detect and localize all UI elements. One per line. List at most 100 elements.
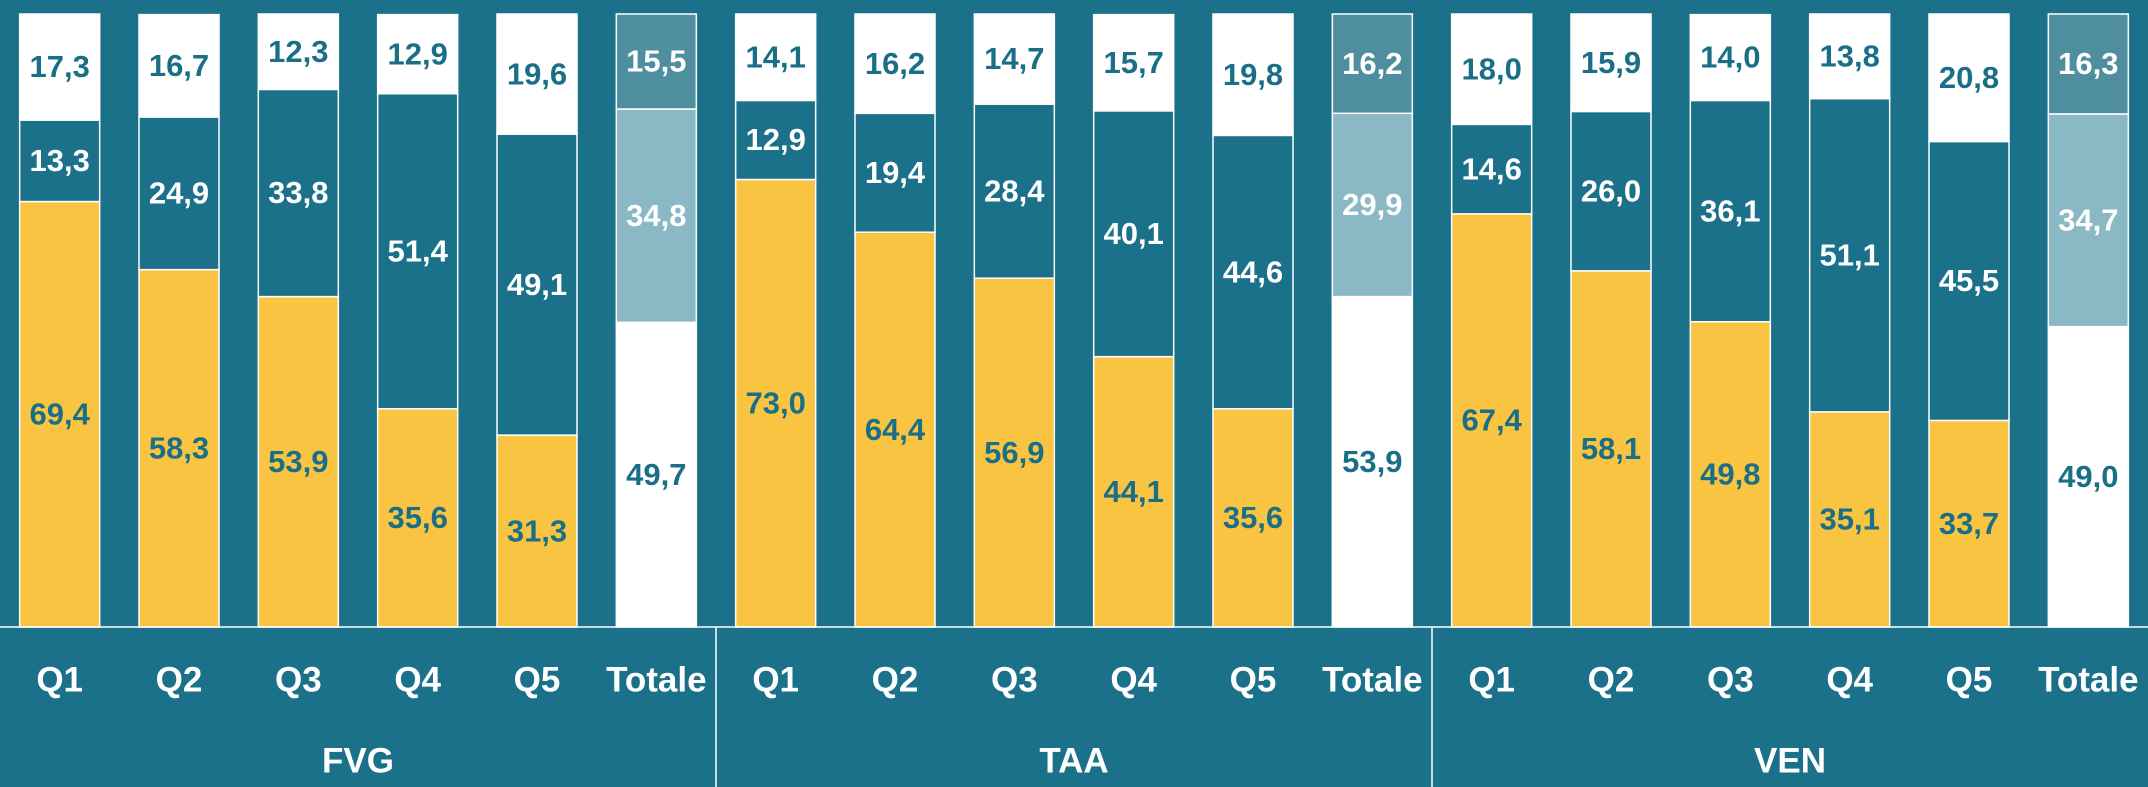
value-label: 49,1 [507,267,567,302]
value-label: 73,0 [745,385,805,420]
value-label: 53,9 [1342,444,1402,479]
value-label: 19,8 [1223,57,1283,92]
x-tick-label: Totale [2038,660,2138,699]
x-tick-label: Q4 [1110,660,1157,699]
value-label: 19,6 [507,56,567,91]
bar-segment [257,295,340,628]
value-label: 33,8 [268,175,328,210]
value-label: 17,3 [29,49,89,84]
value-label: 49,7 [626,457,686,492]
bar-segment [1808,97,1891,413]
value-label: 15,9 [1581,45,1641,80]
value-label: 20,8 [1939,60,1999,95]
value-label: 16,3 [2058,46,2118,81]
value-label: 24,9 [149,175,209,210]
x-tick-label: Q5 [1230,660,1277,699]
bar-segment [854,231,936,628]
x-tick-label: Q1 [1468,660,1515,699]
group-label: FVG [322,741,394,780]
value-label: 13,3 [29,143,89,178]
value-label: 36,1 [1700,193,1760,228]
bar-segment [615,108,698,324]
value-label: 51,4 [387,233,448,268]
x-tick-label: Q5 [514,660,561,699]
group-label: VEN [1754,741,1826,780]
value-label: 69,4 [29,396,90,431]
bar-segment [1331,13,1414,115]
bar-segment [1212,134,1294,410]
bar-segment [973,13,1056,105]
bar-segment [1331,112,1414,298]
value-label: 33,7 [1939,506,1999,541]
bar-segment [1928,13,2010,143]
value-label: 19,4 [865,155,926,190]
bar-segment [1450,213,1533,628]
value-label: 45,5 [1939,263,1999,298]
bar-segment [1450,123,1533,215]
x-tick-label: Q1 [36,660,83,699]
bar-segment [376,92,459,410]
bar-segment [734,99,817,181]
bar-segment [973,277,1056,628]
bar-segment [1570,270,1652,628]
value-label: 64,4 [865,412,926,447]
bar-segment [2047,325,2130,628]
bar-segment [615,321,698,628]
bar-segment [1212,408,1294,628]
bar-segment [854,112,936,233]
x-tick-label: Q5 [1946,660,1993,699]
bar-segment [854,13,936,115]
bar-segment [18,200,101,628]
value-label: 18,0 [1461,51,1521,86]
bar-segment [1689,13,1772,102]
bar-segment [1808,13,1891,100]
x-tick-label: Q2 [1588,660,1635,699]
value-label: 15,7 [1103,45,1163,80]
value-label: 53,9 [268,444,328,479]
bar-segment [1689,99,1772,323]
x-tick-label: Totale [1322,660,1422,699]
bar-segment [1450,13,1533,126]
bar-segment [1928,140,2010,422]
bar-segment [973,103,1056,279]
x-tick-label: Q2 [872,660,919,699]
value-label: 13,8 [1819,38,1879,73]
x-tick-label: Q2 [156,660,203,699]
value-label: 14,1 [745,39,805,74]
value-label: 56,9 [984,435,1044,470]
bar-segment [257,88,340,298]
value-label: 49,8 [1700,457,1760,492]
group-label: TAA [1039,741,1108,780]
bar-segment [2047,113,2130,328]
value-label: 40,1 [1103,216,1163,251]
value-label: 16,2 [865,46,925,81]
value-label: 15,5 [626,44,686,79]
bar-segment [2047,13,2130,115]
value-label: 12,9 [387,36,447,71]
value-label: 14,0 [1700,40,1760,75]
bar-segment [1092,355,1175,628]
value-label: 67,4 [1461,403,1522,438]
bar-segment [1570,13,1652,113]
bar-segment [1212,13,1294,137]
value-label: 12,3 [268,34,328,69]
value-label: 14,6 [1461,151,1521,186]
value-label: 44,1 [1103,474,1163,509]
bar-segment [18,13,101,121]
value-label: 35,1 [1819,502,1879,537]
x-tick-label: Q4 [394,660,441,699]
bar-segment [257,13,340,91]
value-label: 35,6 [1223,500,1283,535]
value-label: 58,1 [1581,431,1641,466]
bar-segment [1331,295,1414,628]
bar-segment [734,13,817,102]
x-tick-label: Q4 [1826,660,1873,699]
x-tick-label: Q1 [752,660,799,699]
x-tick-label: Q3 [991,660,1038,699]
bar-segment [496,133,578,436]
bar-segment [1808,411,1891,628]
value-label: 58,3 [149,430,209,465]
